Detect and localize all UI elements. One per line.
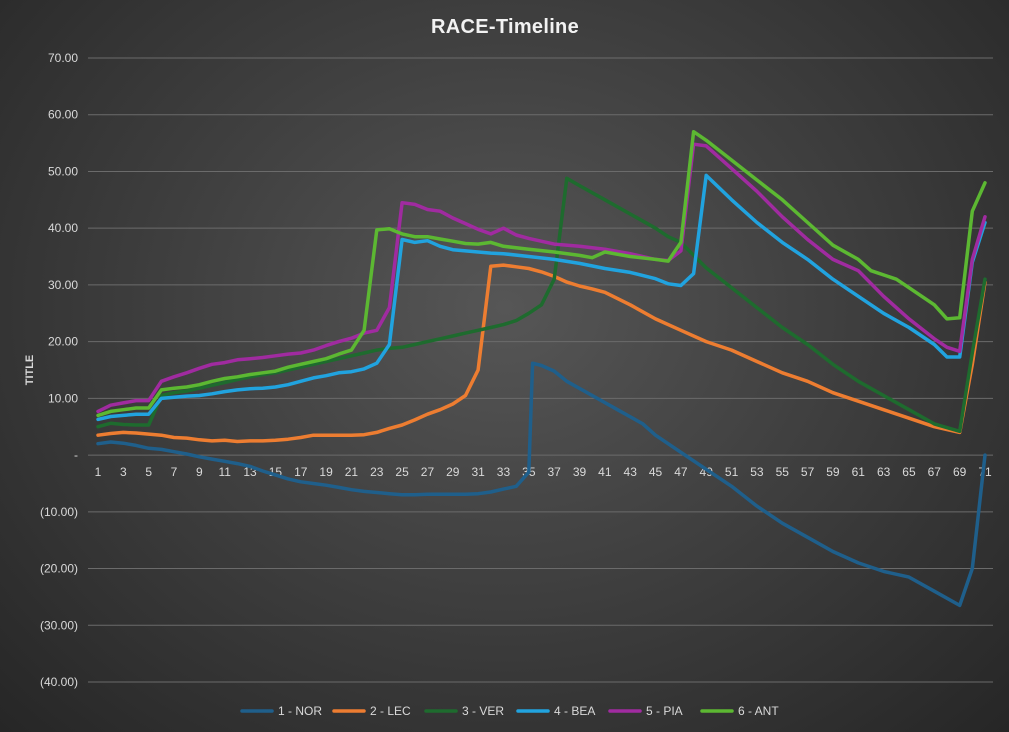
- x-tick-label: 3: [120, 465, 127, 479]
- series-line-3: [96, 176, 987, 434]
- y-axis-ticks: 70.00 60.00 50.00 40.00 30.00 20.00 10.00 - (10.…: [40, 51, 78, 689]
- y-tick-label: 50.00: [48, 164, 78, 178]
- x-tick-label: 1: [95, 465, 102, 479]
- y-tick-label: 60.00: [48, 108, 78, 122]
- y-tick-label: (40.00): [40, 675, 78, 689]
- x-tick-label: 43: [624, 465, 638, 479]
- x-tick-label: 37: [547, 465, 561, 479]
- x-tick-label: 61: [852, 465, 866, 479]
- x-tick-label: 25: [395, 465, 409, 479]
- y-tick-label: 30.00: [48, 278, 78, 292]
- gridlines: [88, 57, 993, 683]
- x-tick-label: 7: [171, 465, 178, 479]
- x-tick-label: 21: [345, 465, 359, 479]
- x-axis-ticks: 1 3 5 7 9 11 13 15 17 19 21 23 25 27 29 31 33 35 37 39 41 43 4…: [95, 465, 992, 479]
- legend-label: 3 - VER: [462, 704, 504, 718]
- series-lines: [96, 129, 987, 608]
- x-tick-label: 69: [953, 465, 967, 479]
- x-tick-label: 29: [446, 465, 460, 479]
- x-tick-label: 63: [877, 465, 891, 479]
- legend-label: 1 - NOR: [278, 704, 322, 718]
- x-tick-label: 39: [573, 465, 587, 479]
- x-tick-label: 67: [928, 465, 942, 479]
- y-tick-label: 40.00: [48, 221, 78, 235]
- x-tick-label: 59: [826, 465, 840, 479]
- x-tick-label: 9: [196, 465, 203, 479]
- x-tick-label: 65: [902, 465, 916, 479]
- y-tick-label: 20.00: [48, 335, 78, 349]
- series-line-1: [96, 361, 987, 608]
- y-tick-label: (30.00): [40, 618, 78, 632]
- y-tick-label: (10.00): [40, 505, 78, 519]
- series-line-4: [96, 173, 987, 422]
- x-tick-label: 27: [421, 465, 435, 479]
- x-tick-label: 23: [370, 465, 384, 479]
- x-tick-label: 41: [598, 465, 612, 479]
- x-tick-label: 53: [750, 465, 764, 479]
- y-tick-label: 70.00: [48, 51, 78, 65]
- x-tick-label: 11: [218, 465, 231, 479]
- x-tick-label: 31: [471, 465, 485, 479]
- x-tick-label: 47: [674, 465, 688, 479]
- series-line-6: [96, 129, 987, 418]
- legend-label: 4 - BEA: [554, 704, 595, 718]
- legend-label: 6 - ANT: [738, 704, 779, 718]
- x-tick-label: 51: [725, 465, 739, 479]
- x-tick-label: 17: [294, 465, 308, 479]
- y-tick-label: (20.00): [40, 562, 78, 576]
- series-line-2: [96, 263, 987, 444]
- x-tick-label: 33: [497, 465, 511, 479]
- y-axis-label: TITLE: [24, 355, 36, 386]
- chart-title: RACE-Timeline: [431, 16, 579, 38]
- x-tick-label: 19: [319, 465, 333, 479]
- y-tick-label: 10.00: [48, 391, 78, 405]
- legend-label: 2 - LEC: [370, 704, 411, 718]
- x-tick-label: 57: [801, 465, 815, 479]
- y-tick-label: -: [74, 448, 78, 462]
- x-tick-label: 5: [145, 465, 152, 479]
- x-tick-label: 55: [776, 465, 790, 479]
- legend: 1 - NOR 2 - LEC 3 - VER 4 - BEA 5 - PIA 6 - A…: [240, 704, 779, 718]
- x-tick-label: 45: [649, 465, 663, 479]
- series-line-5: [96, 142, 987, 414]
- legend-label: 5 - PIA: [646, 704, 683, 718]
